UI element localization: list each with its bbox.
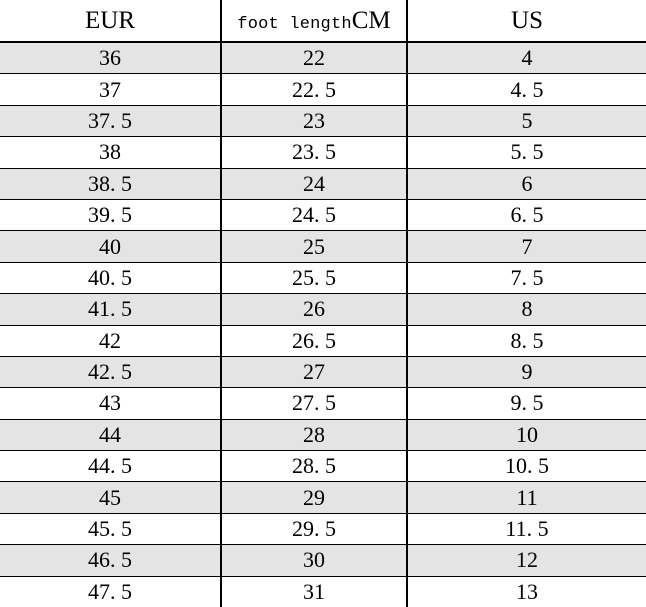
cell-foot-length-cm: 22. 5 [221, 73, 408, 106]
cell-foot-length-cm: 27 [221, 356, 408, 389]
cell-foot-length-cm: 24. 5 [221, 199, 408, 232]
cell-eur: 43 [0, 387, 222, 420]
table-row: 38. 5 24 6 [0, 168, 646, 200]
cell-eur: 38. 5 [0, 168, 222, 200]
cell-foot-length-cm: 25 [221, 230, 408, 263]
cell-eur: 36 [0, 42, 222, 75]
cell-eur: 46. 5 [0, 544, 222, 577]
cell-foot-length-cm: 25. 5 [221, 262, 408, 295]
table-row: 44 28 10 [0, 419, 646, 452]
cell-us: 10. 5 [407, 450, 646, 483]
cell-foot-length-cm: 29 [221, 481, 408, 514]
column-header-us: US [407, 0, 646, 43]
cell-eur: 45. 5 [0, 513, 222, 546]
cell-eur: 42 [0, 325, 222, 357]
cell-us: 5. 5 [407, 136, 646, 169]
cell-us: 10 [407, 419, 646, 452]
cell-us: 9 [407, 356, 646, 389]
cell-foot-length-cm: 29. 5 [221, 513, 408, 546]
table-row: 39. 5 24. 5 6. 5 [0, 199, 646, 232]
cell-foot-length-cm: 26. 5 [221, 325, 408, 357]
table-row: 42. 5 27 9 [0, 356, 646, 389]
table-header: EUR foot lengthCM US [0, 0, 646, 43]
cell-us: 8 [407, 293, 646, 326]
column-header-foot-length-cm: foot lengthCM [221, 0, 408, 43]
cell-eur: 37 [0, 73, 222, 106]
cell-us: 7 [407, 230, 646, 263]
cell-eur: 42. 5 [0, 356, 222, 389]
cell-foot-length-cm: 28 [221, 419, 408, 452]
cell-foot-length-cm: 23 [221, 105, 408, 138]
cell-eur: 40 [0, 230, 222, 263]
column-header-cm-unit: CM [351, 7, 391, 34]
cell-us: 4. 5 [407, 73, 646, 106]
table-row: 38 23. 5 5. 5 [0, 136, 646, 169]
cell-foot-length-cm: 22 [221, 42, 408, 75]
table-row: 45. 5 29. 5 11. 5 [0, 513, 646, 546]
table-row: 43 27. 5 9. 5 [0, 387, 646, 420]
cell-foot-length-cm: 26 [221, 293, 408, 326]
table-row: 41. 5 26 8 [0, 293, 646, 326]
cell-eur: 44. 5 [0, 450, 222, 483]
cell-eur: 39. 5 [0, 199, 222, 232]
cell-foot-length-cm: 24 [221, 168, 408, 200]
table-row: 46. 5 30 12 [0, 544, 646, 577]
table-row: 45 29 11 [0, 481, 646, 514]
table-body: 36 22 4 37 22. 5 4. 5 37. 5 23 5 38 23. 5 5. 5 38. 5… [0, 42, 646, 607]
column-header-foot-length-label: foot length [237, 15, 352, 34]
cell-us: 5 [407, 105, 646, 138]
cell-us: 4 [407, 42, 646, 75]
table-row: 40. 5 25. 5 7. 5 [0, 262, 646, 295]
cell-eur: 44 [0, 419, 222, 452]
cell-foot-length-cm: 30 [221, 544, 408, 577]
table-row: 37 22. 5 4. 5 [0, 73, 646, 106]
cell-eur: 45 [0, 481, 222, 514]
cell-us: 9. 5 [407, 387, 646, 420]
table-row: 42 26. 5 8. 5 [0, 325, 646, 357]
cell-us: 11 [407, 481, 646, 514]
cell-us: 11. 5 [407, 513, 646, 546]
cell-us: 8. 5 [407, 325, 646, 357]
cell-eur: 37. 5 [0, 105, 222, 138]
cell-eur: 38 [0, 136, 222, 169]
table-row: 40 25 7 [0, 230, 646, 263]
cell-eur: 40. 5 [0, 262, 222, 295]
cell-foot-length-cm: 27. 5 [221, 387, 408, 420]
cell-us: 7. 5 [407, 262, 646, 295]
column-header-eur: EUR [0, 0, 222, 43]
cell-foot-length-cm: 28. 5 [221, 450, 408, 483]
cell-us: 6. 5 [407, 199, 646, 232]
cell-eur: 41. 5 [0, 293, 222, 326]
cell-foot-length-cm: 23. 5 [221, 136, 408, 169]
table-row: 37. 5 23 5 [0, 105, 646, 138]
table-row: 36 22 4 [0, 42, 646, 75]
cell-us: 6 [407, 168, 646, 200]
cell-us: 12 [407, 544, 646, 577]
header-row: EUR foot lengthCM US [0, 0, 646, 43]
table-row: 44. 5 28. 5 10. 5 [0, 450, 646, 483]
